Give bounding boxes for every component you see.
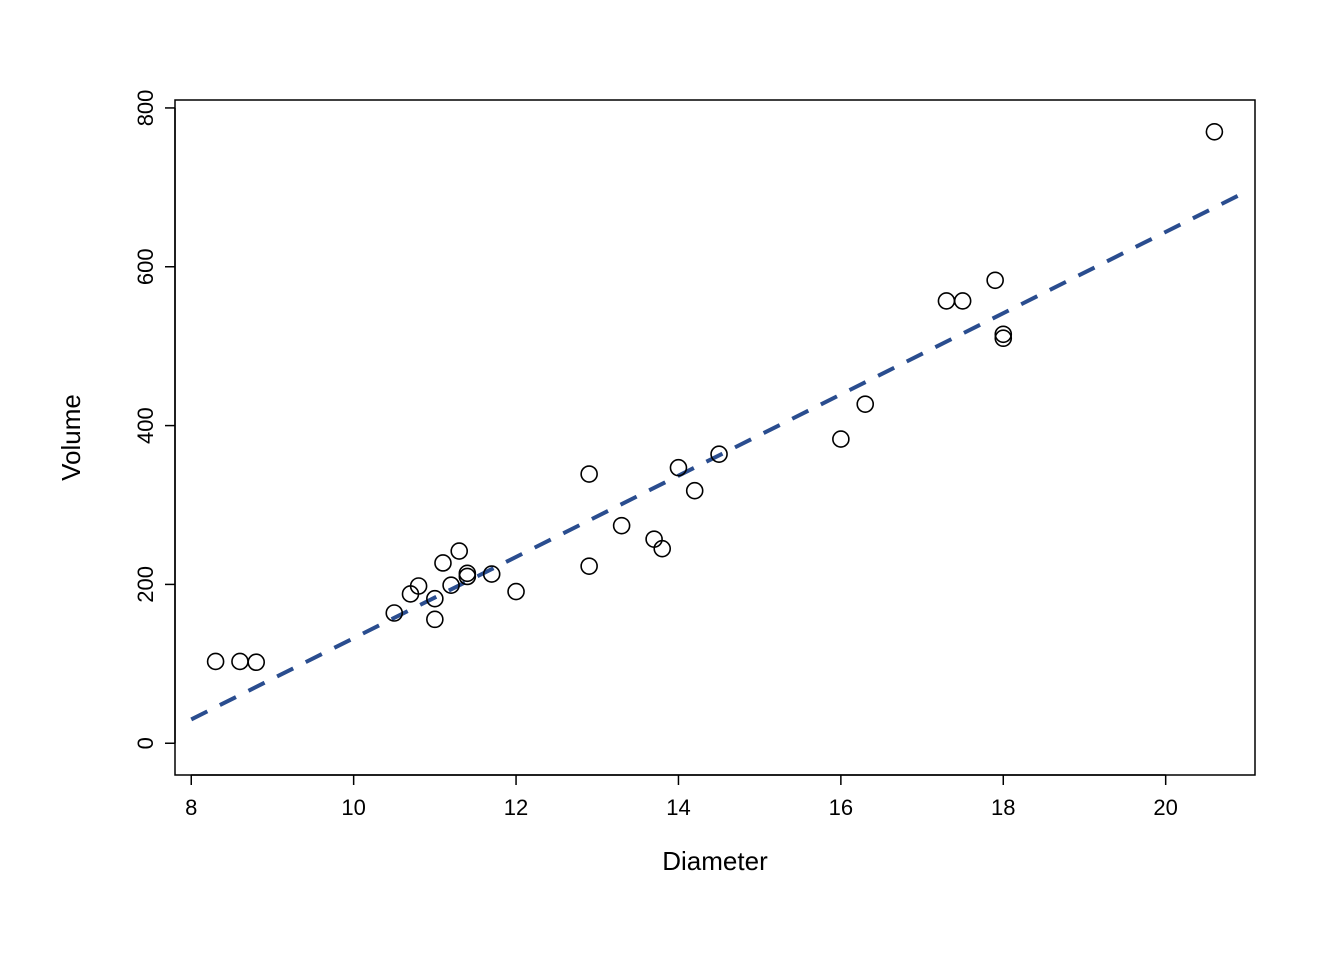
x-tick-label: 16 — [829, 795, 853, 820]
y-tick-label: 600 — [133, 248, 158, 285]
scatter-plot: 81012141618200200400600800DiameterVolume — [0, 0, 1344, 960]
x-tick-label: 10 — [341, 795, 365, 820]
y-tick-label: 200 — [133, 566, 158, 603]
y-tick-label: 0 — [133, 737, 158, 749]
x-tick-label: 20 — [1153, 795, 1177, 820]
x-tick-label: 12 — [504, 795, 528, 820]
y-tick-label: 800 — [133, 90, 158, 127]
x-tick-label: 8 — [185, 795, 197, 820]
x-tick-label: 14 — [666, 795, 690, 820]
y-axis-label: Volume — [56, 394, 86, 481]
x-tick-label: 18 — [991, 795, 1015, 820]
x-axis-label: Diameter — [662, 846, 768, 876]
y-tick-label: 400 — [133, 407, 158, 444]
